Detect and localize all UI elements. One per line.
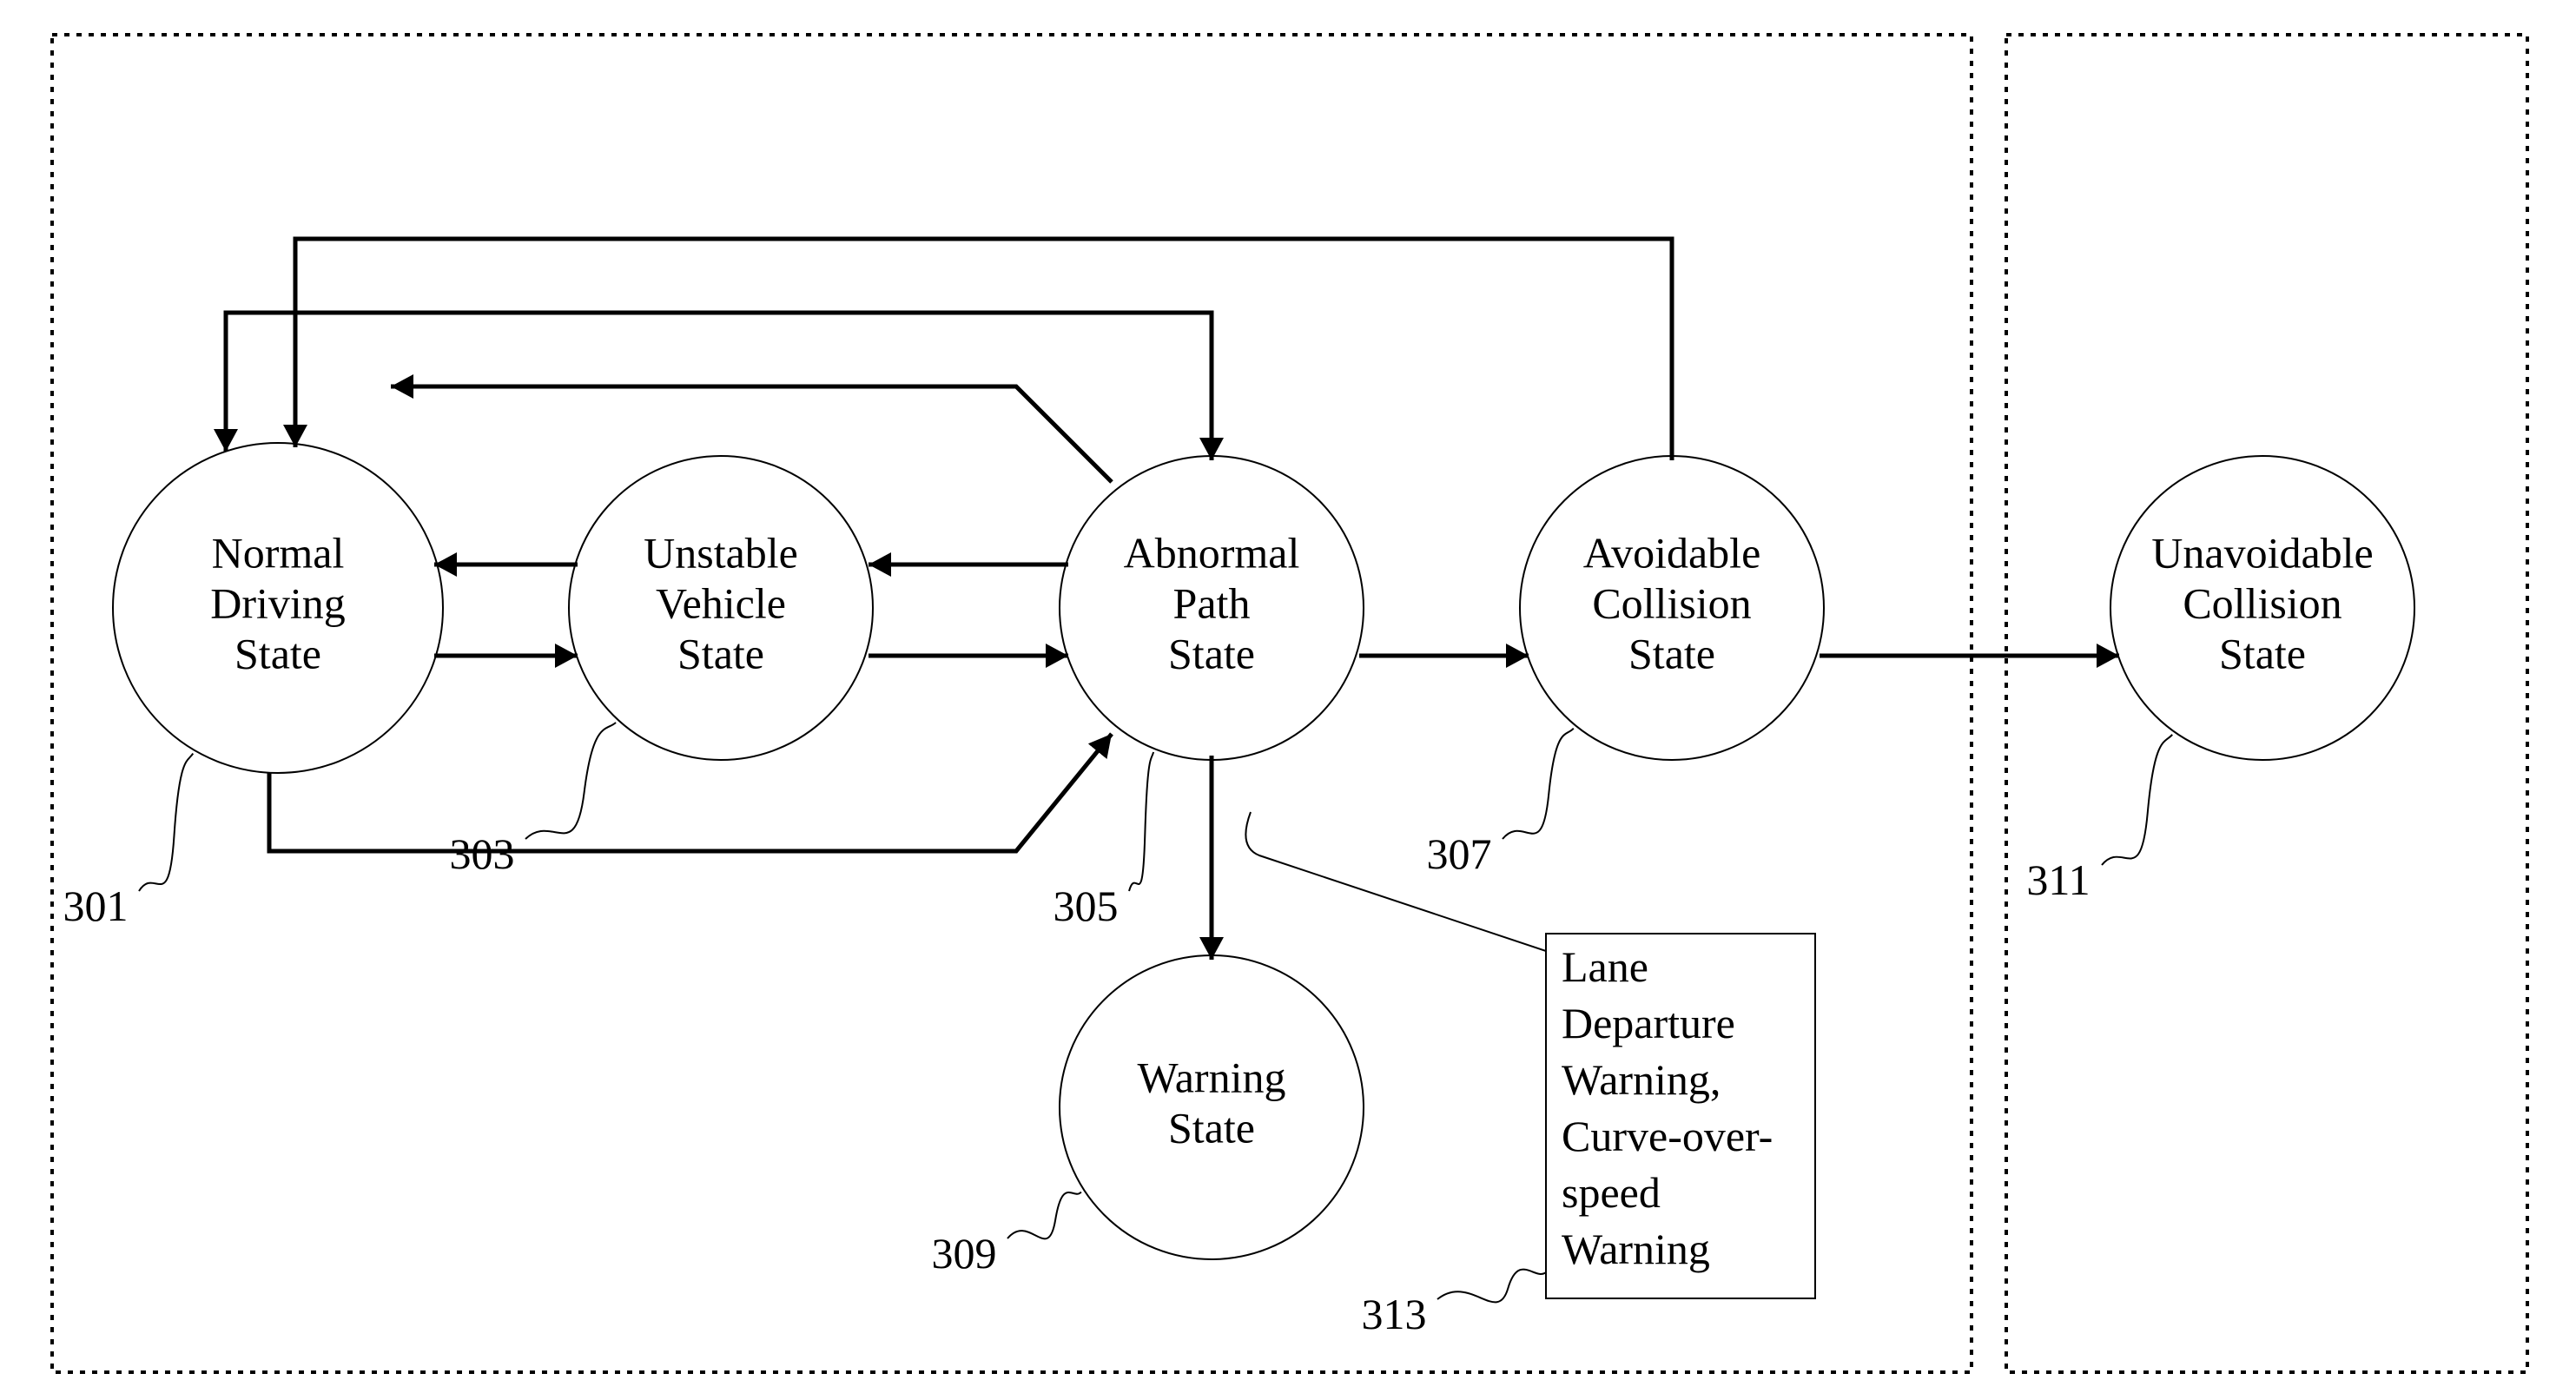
state-node-normal-label-1: Driving	[210, 578, 346, 627]
ref-info-box-label: 313	[1362, 1290, 1427, 1338]
ref-unstable-squiggle	[525, 723, 616, 839]
ref-unavoidable-label: 311	[2026, 855, 2090, 904]
state-node-unavoidable: UnavoidableCollisionState	[2110, 456, 2414, 760]
state-node-unstable: UnstableVehicleState	[569, 456, 873, 760]
state-node-abnormal-label-1: Path	[1173, 578, 1251, 627]
info-box-line-0: Lane	[1562, 942, 1648, 991]
state-node-warning: WarningState	[1060, 955, 1364, 1259]
ref-abnormal-label: 305	[1054, 882, 1119, 930]
info-box-line-2: Warning,	[1562, 1055, 1721, 1104]
state-node-unstable-label-2: State	[677, 629, 764, 677]
state-node-avoidable-label-2: State	[1628, 629, 1715, 677]
ref-avoidable-squiggle	[1503, 729, 1574, 839]
info-box-callout	[1245, 812, 1546, 951]
state-node-abnormal-label-2: State	[1168, 629, 1255, 677]
ref-info-box-squiggle	[1437, 1270, 1546, 1303]
state-node-abnormal-label-0: Abnormal	[1124, 528, 1300, 577]
ref-unavoidable-squiggle	[2102, 735, 2172, 865]
ref-normal-squiggle	[139, 754, 193, 891]
ref-normal-label: 301	[63, 882, 129, 930]
state-node-warning-label-0: Warning	[1138, 1053, 1286, 1101]
ref-warning-squiggle	[1007, 1192, 1081, 1238]
state-diagram: NormalDrivingState301UnstableVehicleStat…	[0, 0, 2576, 1400]
info-box-line-5: Warning	[1562, 1225, 1710, 1273]
ref-avoidable-label: 307	[1427, 829, 1492, 878]
left-container	[52, 35, 1972, 1372]
state-node-unavoidable-label-1: Collision	[2183, 578, 2342, 627]
state-node-unstable-label-0: Unstable	[644, 528, 798, 577]
info-box-line-4: speed	[1562, 1168, 1661, 1217]
info-box-line-1: Departure	[1562, 999, 1735, 1047]
state-node-normal-label-2: State	[234, 629, 321, 677]
ref-abnormal-squiggle	[1129, 752, 1153, 891]
state-node-avoidable-label-0: Avoidable	[1583, 528, 1761, 577]
ref-unstable-label: 303	[450, 829, 515, 878]
state-node-unavoidable-label-2: State	[2219, 629, 2306, 677]
state-node-abnormal: AbnormalPathState	[1060, 456, 1364, 760]
state-node-unstable-label-1: Vehicle	[656, 578, 786, 627]
edge-avoidable-to-normal-top	[295, 239, 1672, 460]
edge-abnormal-to-normal-mid	[391, 386, 1112, 482]
state-node-avoidable: AvoidableCollisionState	[1520, 456, 1824, 760]
info-box-line-3: Curve-over-	[1562, 1112, 1773, 1160]
state-node-normal: NormalDrivingState	[113, 443, 443, 773]
state-node-avoidable-label-1: Collision	[1592, 578, 1751, 627]
state-node-unavoidable-label-0: Unavoidable	[2151, 528, 2373, 577]
right-container	[2006, 35, 2527, 1372]
ref-warning-label: 309	[932, 1229, 997, 1278]
state-node-warning-label-1: State	[1168, 1103, 1255, 1152]
edge-normal-to-abnormal-low	[269, 734, 1112, 851]
state-node-normal-label-0: Normal	[212, 528, 345, 577]
